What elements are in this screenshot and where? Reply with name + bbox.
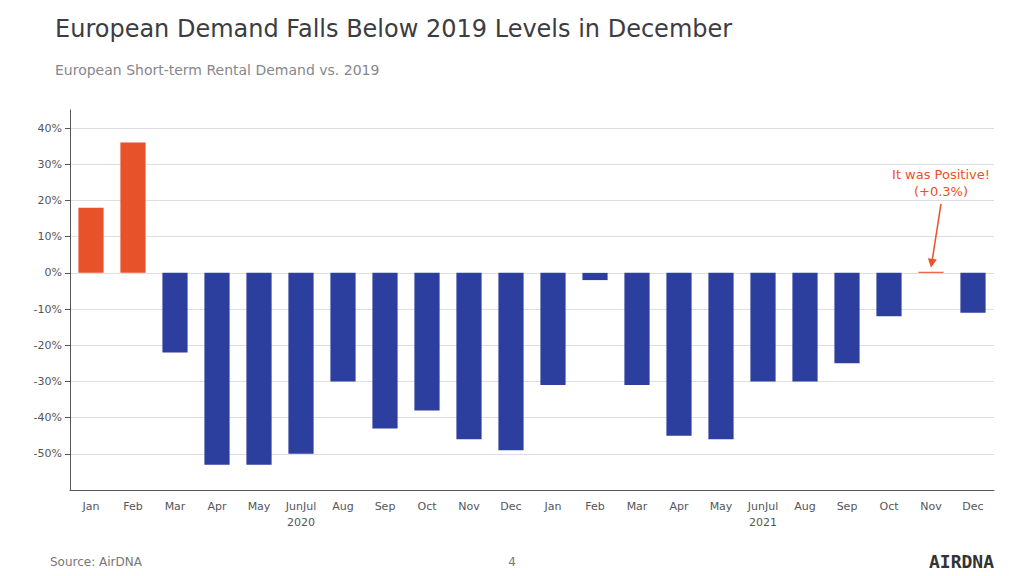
svg-text:AIRDNA: AIRDNA: [929, 551, 994, 572]
svg-text:-50%: -50%: [34, 447, 62, 460]
svg-text:It was Positive!: It was Positive!: [892, 167, 990, 182]
svg-text:20%: 20%: [38, 194, 62, 207]
svg-text:European Demand Falls Below 20: European Demand Falls Below 2019 Levels …: [55, 15, 732, 43]
svg-text:2021: 2021: [749, 516, 777, 529]
svg-text:30%: 30%: [38, 158, 62, 171]
svg-text:Dec: Dec: [500, 500, 521, 513]
svg-text:Sep: Sep: [837, 500, 858, 513]
svg-text:Dec: Dec: [962, 500, 983, 513]
svg-text:European Short-term Rental Dem: European Short-term Rental Demand vs. 20…: [55, 62, 379, 78]
svg-text:Oct: Oct: [417, 500, 437, 513]
svg-text:4: 4: [508, 555, 516, 569]
svg-text:-20%: -20%: [34, 339, 62, 352]
svg-text:Mar: Mar: [627, 500, 648, 513]
svg-text:2020: 2020: [287, 516, 315, 529]
svg-text:40%: 40%: [38, 122, 62, 135]
svg-text:-10%: -10%: [34, 303, 62, 316]
svg-text:Feb: Feb: [123, 500, 142, 513]
svg-text:Aug: Aug: [794, 500, 815, 513]
svg-text:Mar: Mar: [165, 500, 186, 513]
svg-text:JunJul: JunJul: [285, 500, 316, 513]
svg-text:May: May: [248, 500, 271, 513]
svg-text:Source: AirDNA: Source: AirDNA: [50, 555, 143, 569]
svg-text:Jan: Jan: [544, 500, 562, 513]
svg-text:0%: 0%: [45, 266, 62, 279]
svg-text:Feb: Feb: [585, 500, 604, 513]
svg-text:Sep: Sep: [375, 500, 396, 513]
svg-text:Apr: Apr: [669, 500, 689, 513]
svg-text:-40%: -40%: [34, 411, 62, 424]
svg-text:JunJul: JunJul: [747, 500, 778, 513]
svg-text:Apr: Apr: [207, 500, 227, 513]
svg-text:Aug: Aug: [332, 500, 353, 513]
svg-text:(+0.3%): (+0.3%): [914, 184, 968, 199]
svg-text:Nov: Nov: [458, 500, 480, 513]
svg-text:May: May: [710, 500, 733, 513]
svg-text:-30%: -30%: [34, 375, 62, 388]
svg-text:Jan: Jan: [82, 500, 100, 513]
svg-text:10%: 10%: [38, 230, 62, 243]
svg-text:Nov: Nov: [920, 500, 942, 513]
svg-text:Oct: Oct: [879, 500, 899, 513]
